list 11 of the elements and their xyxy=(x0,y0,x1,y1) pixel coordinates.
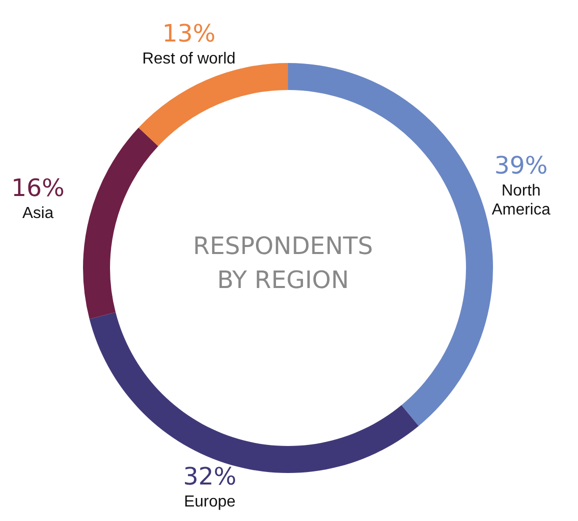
slice-label: Europe xyxy=(184,493,236,510)
slice-label: Asia xyxy=(22,205,54,222)
data-label: 16% xyxy=(11,174,65,202)
data-label: 13% xyxy=(162,19,216,48)
donut-slice xyxy=(83,128,158,319)
donut-slice xyxy=(138,63,288,146)
data-label: 32% xyxy=(183,462,236,490)
text: RESPONDENTS BY REGION xyxy=(193,232,373,294)
data-label: 39% xyxy=(494,151,548,180)
slice-label: Rest of world xyxy=(142,50,236,68)
slice-label: North America xyxy=(492,182,550,218)
